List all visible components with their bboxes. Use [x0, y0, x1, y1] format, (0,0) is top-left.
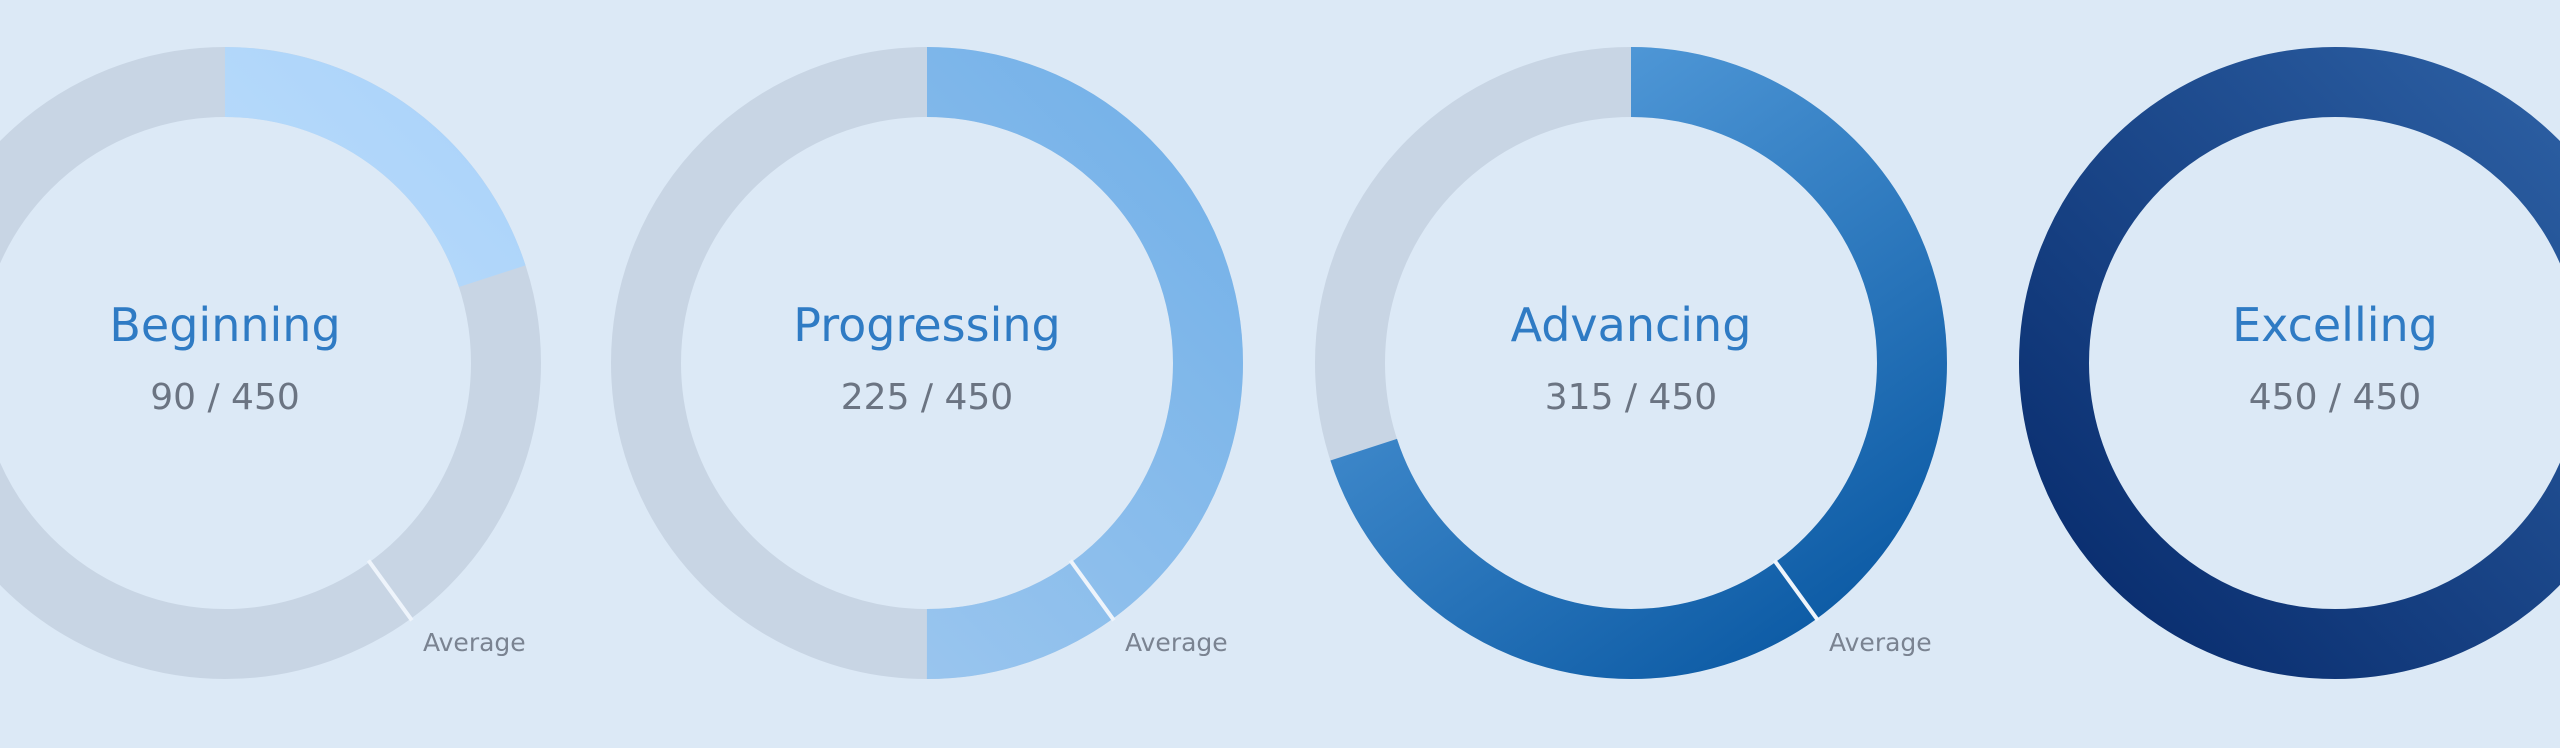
average-marker	[1068, 559, 1116, 622]
gauge-value: 450 / 450	[2249, 377, 2421, 418]
progress-arc	[2019, 47, 2560, 679]
progress-arc	[611, 47, 1243, 679]
gauge-title: Excelling	[2232, 298, 2438, 352]
gauge-title: Beginning	[109, 298, 340, 352]
gauge-title: Progressing	[793, 298, 1060, 352]
average-label: Average	[1829, 628, 1932, 657]
average-marker	[1772, 559, 1820, 622]
average-marker	[366, 559, 414, 622]
gauge-title: Advancing	[1511, 298, 1752, 352]
gauge-value: 90 / 450	[150, 377, 300, 418]
gauge-value: 225 / 450	[841, 377, 1013, 418]
progress-arc	[1315, 47, 1947, 679]
progress-arc	[0, 47, 541, 679]
gauge-value: 315 / 450	[1545, 377, 1717, 418]
average-label: Average	[1125, 628, 1228, 657]
average-label: Average	[423, 628, 526, 657]
